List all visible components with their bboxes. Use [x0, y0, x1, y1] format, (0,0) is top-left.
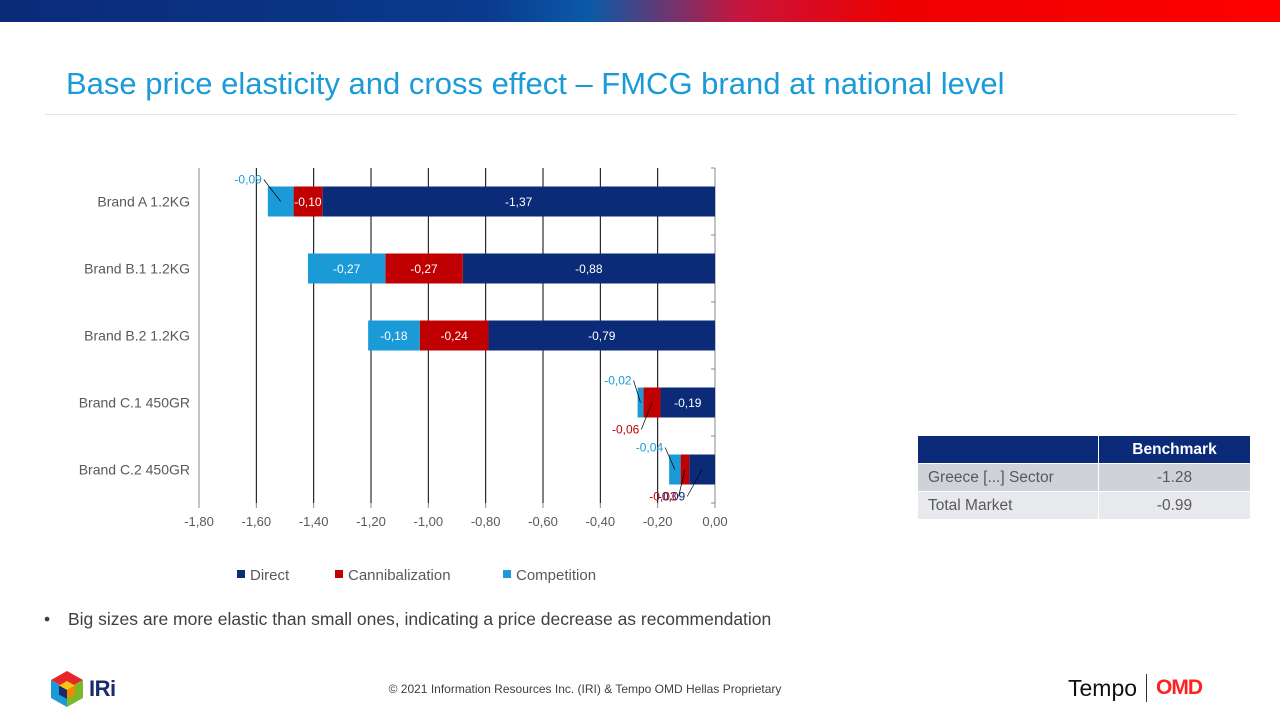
bar-cannibalization	[419, 320, 489, 351]
bar-competition	[669, 454, 681, 485]
iri-cube-icon	[51, 671, 83, 707]
x-tick-label: -0,60	[528, 514, 558, 529]
omd-wordmark: OMD	[1156, 676, 1203, 699]
category-label: Brand B.1 1.2KG	[84, 261, 190, 277]
bullet-point: • Big sizes are more elastic than small o…	[44, 609, 771, 630]
benchmark-row-value: -1.28	[1098, 463, 1251, 492]
footer-copyright: © 2021 Information Resources Inc. (IRI) …	[388, 682, 782, 696]
bar-direct	[488, 320, 715, 351]
bar-direct	[660, 387, 715, 418]
data-label: -0,79	[588, 329, 616, 343]
elasticity-chart: -1,37 -0,10 -0,09 -0,88 -0,27 -0,27 -0,79 -0,24…	[79, 167, 728, 584]
x-tick-label: -1,60	[242, 514, 272, 529]
leader-line	[678, 469, 686, 497]
bullet-dot: •	[44, 609, 51, 629]
table-row: Greece [...] Sector -1.28	[917, 463, 1251, 492]
x-tick-label: -1,40	[299, 514, 329, 529]
bar-competition	[307, 253, 386, 284]
bar-cannibalization	[293, 186, 323, 217]
table-row: Total Market -0.99	[917, 491, 1251, 520]
data-label: -0,88	[575, 262, 603, 276]
data-label: -0,03	[649, 490, 677, 504]
legend-swatch-cannibalization	[335, 570, 343, 578]
data-label: -1,37	[505, 195, 533, 209]
iri-wordmark: IRi	[89, 676, 116, 701]
x-tick-label: -0,20	[643, 514, 673, 529]
top-gradient-bar	[0, 0, 1280, 22]
legend-label: Competition	[516, 567, 596, 584]
x-tick-label: -0,80	[471, 514, 501, 529]
x-tick-label: -1,20	[356, 514, 386, 529]
x-tick-label: -0,40	[586, 514, 616, 529]
data-label: -0,27	[410, 262, 438, 276]
category-label: Brand C.2 450GR	[79, 462, 190, 478]
bar-direct	[462, 253, 715, 284]
leader-line	[633, 380, 641, 403]
title-divider	[45, 114, 1237, 115]
legend-swatch-direct	[237, 570, 245, 578]
legend-swatch-competition	[503, 570, 511, 578]
data-label: -0,18	[380, 329, 408, 343]
category-label: Brand C.1 450GR	[79, 395, 190, 411]
category-label: Brand A 1.2KG	[97, 194, 190, 210]
benchmark-row-value: -0.99	[1098, 491, 1251, 520]
bar-competition	[368, 320, 420, 351]
tempo-omd-logo: Tempo OMD	[1068, 674, 1203, 702]
legend-label: Cannibalization	[348, 567, 451, 584]
x-tick-label: 0,00	[702, 514, 727, 529]
data-label: -0,24	[440, 329, 468, 343]
legend-label: Direct	[250, 567, 290, 584]
x-tick-label: -1,00	[414, 514, 444, 529]
category-label: Brand B.2 1.2KG	[84, 328, 190, 344]
data-label: -0,27	[333, 262, 361, 276]
benchmark-header: Benchmark	[1098, 435, 1251, 464]
leader-line	[263, 179, 281, 202]
data-label: -0,04	[636, 441, 664, 455]
benchmark-table: Benchmark Greece [...] Sector -1.28 Tota…	[917, 435, 1251, 520]
data-label: -0,06	[612, 423, 640, 437]
data-label: -0,02	[604, 374, 632, 388]
bullet-text: Big sizes are more elastic than small on…	[68, 609, 772, 629]
tempo-wordmark: Tempo	[1068, 674, 1138, 701]
data-label: -0,09	[234, 173, 262, 187]
bar-cannibalization	[385, 253, 463, 284]
data-label: -0,10	[294, 195, 322, 209]
bar-direct	[322, 186, 715, 217]
leader-line	[641, 402, 653, 430]
x-tick-label: -1,80	[184, 514, 214, 529]
benchmark-row-label: Greece [...] Sector	[917, 463, 1099, 492]
benchmark-header-empty	[917, 435, 1099, 464]
iri-logo: IRi	[50, 670, 116, 708]
benchmark-row-label: Total Market	[917, 491, 1099, 520]
data-label: -0,19	[674, 396, 702, 410]
page-title: Base price elasticity and cross effect –…	[66, 66, 1005, 101]
leader-line	[686, 469, 703, 497]
logo-separator	[1146, 674, 1148, 702]
leader-line	[664, 447, 676, 470]
data-label: -0,09	[658, 490, 686, 504]
